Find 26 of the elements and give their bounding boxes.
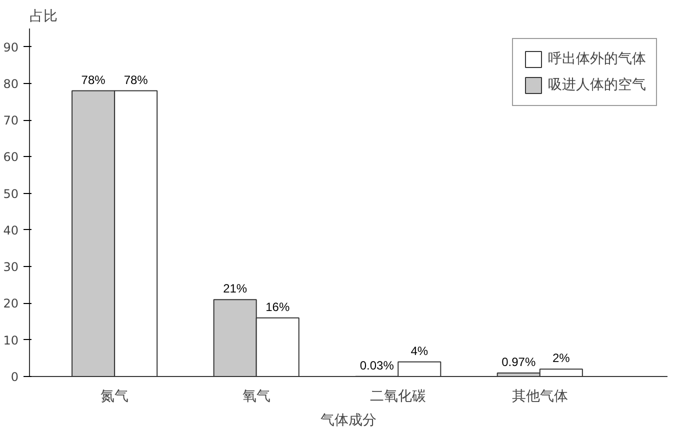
data-label: 78% [124,72,148,87]
data-label: 0.03% [360,358,394,372]
data-label: 0.97% [502,354,536,369]
data-label: 78% [81,72,106,87]
y-tick-label: 70 [3,114,19,128]
y-axis-title: 占比 [30,8,58,24]
y-tick-label: 10 [3,333,19,348]
legend-label: 呼出体外的气体 [548,50,646,68]
y-tick-label: 80 [3,76,19,91]
legend-label: 吸进人体的空气 [548,76,646,94]
x-tick-label: 氧气 [242,388,270,404]
y-tick-label: 0 [10,370,19,384]
data-label: 4% [410,344,428,358]
x-axis-title: 气体成分 [320,412,376,428]
y-tick-label: 40 [3,223,19,238]
data-label: 2% [552,351,570,366]
x-tick-label: 氮气 [100,388,129,404]
y-tick-label: 20 [3,296,19,311]
x-tick-label: 二氧化碳 [370,388,426,404]
y-tick-label: 90 [3,40,19,54]
y-tick-label: 30 [3,260,19,274]
x-tick-label: 其他气体 [512,388,568,404]
data-label: 21% [223,282,248,296]
y-tick-label: 50 [3,186,19,201]
y-tick-label: 60 [3,150,19,164]
data-label: 16% [266,300,290,314]
